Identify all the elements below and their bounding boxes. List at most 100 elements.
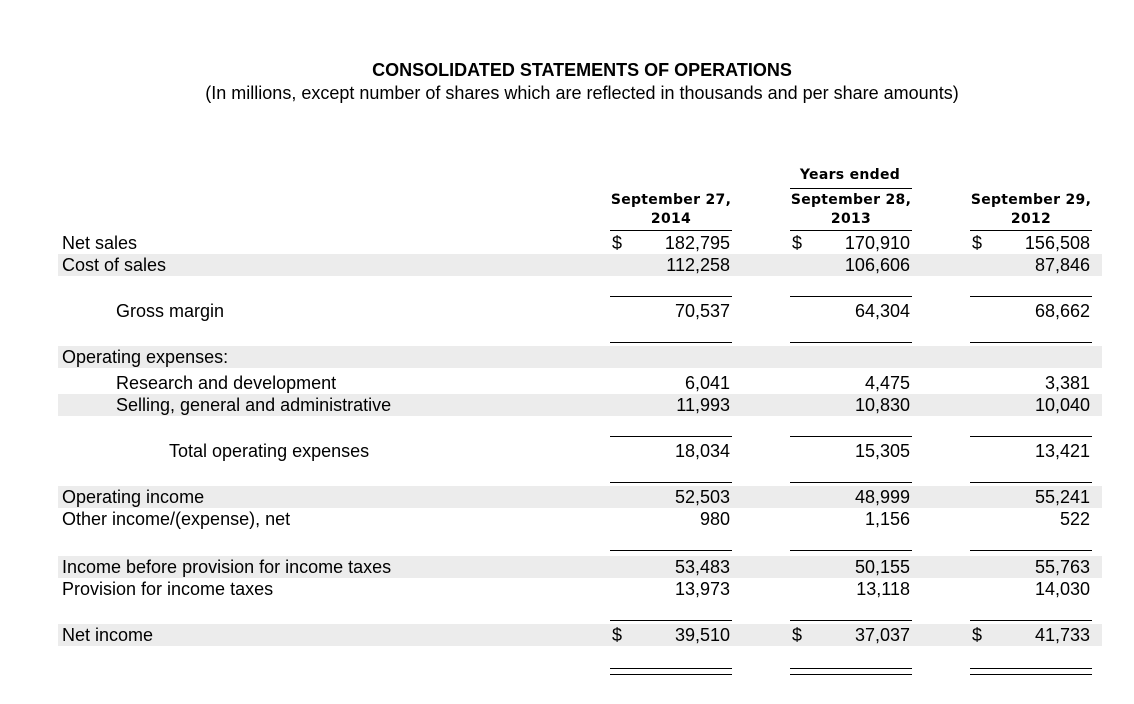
row-label: Total operating expenses xyxy=(169,441,370,461)
row-label: Selling, general and administrative xyxy=(116,395,392,415)
row-shading xyxy=(58,346,1102,368)
row-shading xyxy=(58,254,1102,276)
column-header-date: September 28, xyxy=(790,192,912,208)
value-2013: 15,305 xyxy=(854,441,910,461)
statement-subtitle: (In millions, except number of shares wh… xyxy=(205,83,959,103)
column-header-year: 2014 xyxy=(650,211,692,227)
value-2013: 106,606 xyxy=(844,255,910,275)
subtotal-rule xyxy=(970,342,1092,343)
value-2014: 112,258 xyxy=(666,255,730,275)
value-2014: 182,795 xyxy=(664,233,730,253)
subtotal-rule xyxy=(790,342,912,343)
subtotal-rule xyxy=(790,436,912,437)
subtotal-rule xyxy=(790,620,912,621)
row-shading xyxy=(58,486,1102,508)
row-label: Net sales xyxy=(62,233,138,253)
row-gross-margin: Gross margin 70,537 64,304 68,662 xyxy=(0,300,1134,322)
value-2014: 13,973 xyxy=(674,579,730,599)
double-rule-top xyxy=(790,668,912,669)
subtotal-rule xyxy=(790,550,912,551)
row-income-before-taxes: Income before provision for income taxes… xyxy=(0,556,1134,578)
statement-title: CONSOLIDATED STATEMENTS OF OPERATIONS xyxy=(372,60,792,80)
subtotal-rule xyxy=(610,620,732,621)
double-rule-bottom xyxy=(790,674,912,675)
column-header-date: September 29, xyxy=(970,192,1092,208)
row-label: Other income/(expense), net xyxy=(62,509,291,529)
value-2012: 10,040 xyxy=(1034,395,1090,415)
double-rule-top xyxy=(610,668,732,669)
row-label: Operating income xyxy=(62,487,205,507)
row-shading xyxy=(58,394,1102,416)
subtotal-rule xyxy=(970,550,1092,551)
value-2014: 18,034 xyxy=(674,441,730,461)
column-header-2013: September 28, 2013 xyxy=(790,191,912,229)
row-label: Provision for income taxes xyxy=(62,579,274,599)
value-2013: 10,830 xyxy=(854,395,910,415)
subtotal-rule xyxy=(610,296,732,297)
value-2012: 87,846 xyxy=(1034,255,1090,275)
subtotal-rule xyxy=(610,482,732,483)
column-header-date: September 27, xyxy=(610,192,732,208)
row-label: Net income xyxy=(62,625,154,645)
row-other-income: Other income/(expense), net 980 1,156 52… xyxy=(0,508,1134,530)
currency-symbol: $ xyxy=(792,625,803,645)
value-2012: 522 xyxy=(1059,509,1090,529)
double-rule-bottom xyxy=(970,674,1092,675)
row-net-income: Net income $ 39,510 $ 37,037 $ 41,733 xyxy=(0,624,1134,646)
value-2012: 41,733 xyxy=(1034,625,1090,645)
subtotal-rule xyxy=(610,550,732,551)
value-2014: 53,483 xyxy=(674,557,730,577)
value-2014: 70,537 xyxy=(674,301,730,321)
value-2012: 55,763 xyxy=(1034,557,1090,577)
value-2014: 6,041 xyxy=(684,373,730,393)
value-2013: 64,304 xyxy=(854,301,910,321)
value-2014: 39,510 xyxy=(674,625,730,645)
double-rule-bottom xyxy=(610,674,732,675)
column-header-2014: September 27, 2014 xyxy=(610,191,732,229)
value-2013: 1,156 xyxy=(864,509,910,529)
row-label: Research and development xyxy=(116,373,337,393)
subtotal-rule xyxy=(970,620,1092,621)
row-operating-expenses-header: Operating expenses: xyxy=(0,346,1134,368)
subtotal-rule xyxy=(610,436,732,437)
column-header-underline xyxy=(970,230,1092,231)
currency-symbol: $ xyxy=(972,233,983,253)
row-research-and-development: Research and development 6,041 4,475 3,3… xyxy=(0,372,1134,394)
value-2013: 48,999 xyxy=(854,487,910,507)
value-2012: 68,662 xyxy=(1034,301,1090,321)
row-label: Income before provision for income taxes xyxy=(62,557,392,577)
value-2014: 11,993 xyxy=(676,395,730,415)
value-2012: 156,508 xyxy=(1024,233,1090,253)
column-header-2012: September 29, 2012 xyxy=(970,191,1092,229)
row-operating-income: Operating income 52,503 48,999 55,241 xyxy=(0,486,1134,508)
value-2012: 14,030 xyxy=(1034,579,1090,599)
value-2013: 50,155 xyxy=(854,557,910,577)
row-sga: Selling, general and administrative 11,9… xyxy=(0,394,1134,416)
double-rule-top xyxy=(970,668,1092,669)
value-2012: 55,241 xyxy=(1034,487,1090,507)
value-2014: 980 xyxy=(699,509,730,529)
column-header-underline xyxy=(610,230,732,231)
column-header-underline xyxy=(790,230,912,231)
value-2013: 170,910 xyxy=(844,233,910,253)
row-shading xyxy=(58,556,1102,578)
row-cost-of-sales: Cost of sales 112,258 106,606 87,846 xyxy=(0,254,1134,276)
row-total-operating-expenses: Total operating expenses 18,034 15,305 1… xyxy=(0,440,1134,462)
row-provision-for-taxes: Provision for income taxes 13,973 13,118… xyxy=(0,578,1134,600)
column-header-year: 2012 xyxy=(1010,211,1052,227)
currency-symbol: $ xyxy=(612,625,623,645)
subtotal-rule xyxy=(790,482,912,483)
column-header-year: 2013 xyxy=(830,211,872,227)
row-shading xyxy=(58,624,1102,646)
row-net-sales: Net sales $ 182,795 $ 170,910 $ 156,508 xyxy=(0,232,1134,254)
currency-symbol: $ xyxy=(792,233,803,253)
years-ended-label: Years ended xyxy=(799,167,901,183)
value-2012: 3,381 xyxy=(1044,373,1090,393)
currency-symbol: $ xyxy=(972,625,983,645)
row-label: Gross margin xyxy=(116,301,225,321)
value-2013: 13,118 xyxy=(856,579,910,599)
subtotal-rule xyxy=(970,296,1092,297)
value-2013: 4,475 xyxy=(864,373,910,393)
value-2012: 13,421 xyxy=(1034,441,1090,461)
value-2013: 37,037 xyxy=(854,625,910,645)
